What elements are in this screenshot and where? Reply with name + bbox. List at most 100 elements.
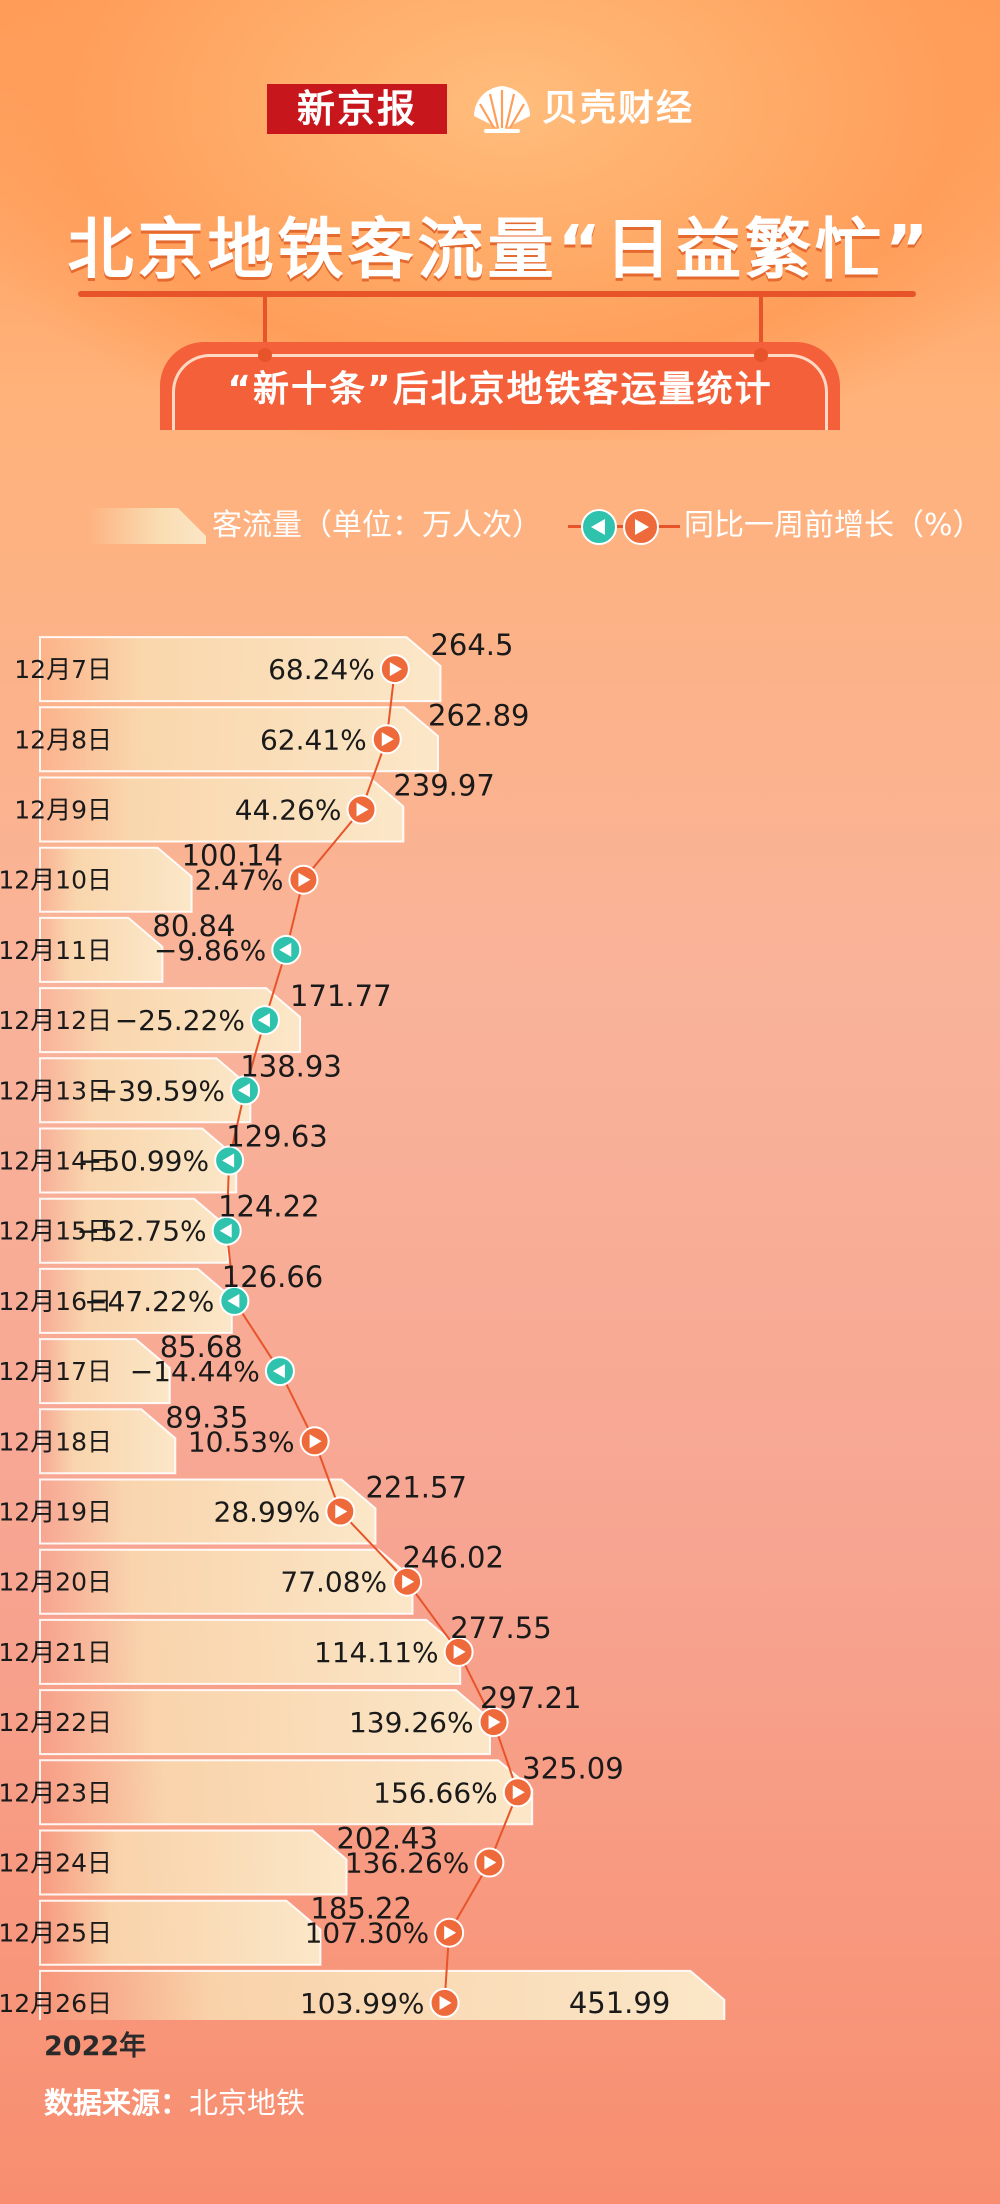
page-title: 北京地铁客流量“日益繁忙” — [67, 211, 933, 288]
growth-value-label: 77.08% — [280, 1566, 387, 1599]
flow-value-label: 138.93 — [240, 1049, 341, 1083]
legend-marker-label: 同比一周前增长（%） — [684, 508, 983, 543]
date-label: 12月25日 — [0, 1919, 112, 1948]
date-label: 12月23日 — [0, 1778, 112, 1807]
pin-dot-left — [258, 348, 272, 362]
flow-bar — [39, 706, 440, 773]
growth-value-label: −9.86% — [154, 934, 266, 967]
flow-value-label: 239.97 — [393, 769, 494, 803]
date-label: 12月20日 — [0, 1568, 112, 1597]
growth-value-label: −39.59% — [95, 1074, 225, 1107]
xinjingbao-logo: 新京报 — [267, 84, 447, 134]
flow-value-label: 246.02 — [402, 1541, 503, 1575]
shell-icon — [474, 86, 530, 133]
growth-value-label: 107.30% — [305, 1917, 430, 1950]
flow-bar — [39, 916, 164, 983]
date-label: 12月11日 — [0, 936, 112, 965]
flow-bar — [39, 1829, 348, 1896]
subtitle-frame — [172, 354, 828, 430]
growth-marker-down — [271, 934, 302, 965]
flow-bar — [39, 1969, 726, 2020]
flow-value-label: 202.43 — [336, 1822, 437, 1856]
growth-value-label: −14.44% — [130, 1355, 260, 1388]
passenger-chart: 12月7日 264.5 68.24% 12月8日 262.89 62.41% 12月9日 23… — [0, 628, 726, 2020]
growth-value-label: 156.66% — [373, 1776, 498, 1809]
source-value: 北京地铁 — [189, 2086, 306, 2120]
growth-marker-up — [502, 1777, 533, 1808]
date-label: 12月7日 — [14, 655, 112, 684]
arrow-left-icon — [581, 509, 617, 545]
flow-value-label: 297.21 — [480, 1681, 581, 1715]
flow-bar — [39, 1338, 171, 1405]
title-rule — [78, 291, 916, 297]
flow-value-label: 185.22 — [310, 1892, 411, 1926]
flow-value-label: 325.09 — [522, 1751, 623, 1785]
growth-value-label: 139.26% — [349, 1706, 474, 1739]
date-label: 12月26日 — [0, 1989, 112, 2018]
flow-bar — [39, 1408, 177, 1475]
date-label: 12月19日 — [0, 1498, 112, 1527]
growth-value-label: −52.75% — [76, 1215, 206, 1248]
growth-value-label: 28.99% — [214, 1496, 321, 1529]
flow-bar — [39, 1127, 238, 1194]
source-label: 数据来源： — [44, 2086, 190, 2120]
growth-marker-down — [214, 1145, 245, 1176]
pin-stem-right — [759, 296, 763, 356]
growth-marker-up — [379, 654, 410, 685]
flow-value-label: 264.5 — [430, 628, 513, 662]
flow-bar — [39, 1057, 252, 1124]
flow-bar — [39, 987, 302, 1054]
flow-value-label: 277.55 — [450, 1611, 551, 1645]
growth-value-label: 103.99% — [300, 1987, 425, 2020]
growth-marker-up — [288, 864, 319, 895]
flow-bar — [39, 846, 193, 913]
flow-value-label: 85.68 — [160, 1330, 243, 1364]
growth-value-label: −50.99% — [79, 1145, 209, 1178]
legend-bar-label: 客流量（单位：万人次） — [212, 508, 542, 543]
pin-stem-left — [263, 296, 267, 356]
logo-row: 新京报 贝壳财经 — [0, 80, 1000, 140]
growth-value-label: 62.41% — [260, 723, 367, 756]
flow-value-label: 171.77 — [290, 979, 391, 1013]
pin-dot-right — [754, 348, 768, 362]
flow-value-label: 129.63 — [226, 1120, 327, 1154]
date-label: 12月17日 — [0, 1357, 112, 1386]
growth-marker-down — [219, 1285, 250, 1316]
date-label: 12月14日 — [0, 1147, 112, 1176]
date-label: 12月16日 — [0, 1287, 112, 1316]
flow-value-label: 80.84 — [152, 909, 235, 943]
date-label: 12月8日 — [14, 725, 112, 754]
growth-value-label: 44.26% — [235, 794, 342, 827]
flow-bar — [39, 776, 405, 843]
growth-value-label: 136.26% — [345, 1847, 470, 1880]
flow-value-label: 262.89 — [428, 698, 529, 732]
flow-value-label: 89.35 — [165, 1400, 248, 1434]
flow-value-label: 100.14 — [182, 839, 283, 873]
growth-marker-down — [211, 1215, 242, 1246]
flow-bar — [39, 636, 442, 703]
growth-value-label: −25.22% — [115, 1004, 245, 1037]
growth-value-label: 114.11% — [314, 1636, 439, 1669]
flow-bar — [39, 1548, 414, 1615]
flow-value-label: 451.99 — [569, 1986, 670, 2020]
growth-marker-up — [371, 724, 402, 755]
date-label: 12月13日 — [0, 1076, 112, 1105]
growth-marker-up — [392, 1566, 423, 1597]
growth-value-label: 10.53% — [188, 1425, 295, 1458]
date-label: 12月24日 — [0, 1849, 112, 1878]
flow-bar — [39, 1899, 322, 1966]
legend-bar-swatch — [88, 508, 206, 544]
growth-marker-up — [299, 1426, 330, 1457]
subtitle: “新十条”后北京地铁客运量统计 — [227, 369, 773, 410]
arrow-right-icon — [623, 509, 659, 545]
growth-value-label: 2.47% — [194, 864, 283, 897]
growth-marker-up — [346, 794, 377, 825]
growth-marker-down — [249, 1005, 280, 1036]
date-label: 12月18日 — [0, 1427, 112, 1456]
flow-value-label: 221.57 — [365, 1471, 466, 1505]
growth-marker-up — [478, 1707, 509, 1738]
date-label: 12月12日 — [0, 1006, 112, 1035]
growth-marker-up — [443, 1636, 474, 1667]
subtitle-box: “新十条”后北京地铁客运量统计 — [160, 342, 840, 430]
